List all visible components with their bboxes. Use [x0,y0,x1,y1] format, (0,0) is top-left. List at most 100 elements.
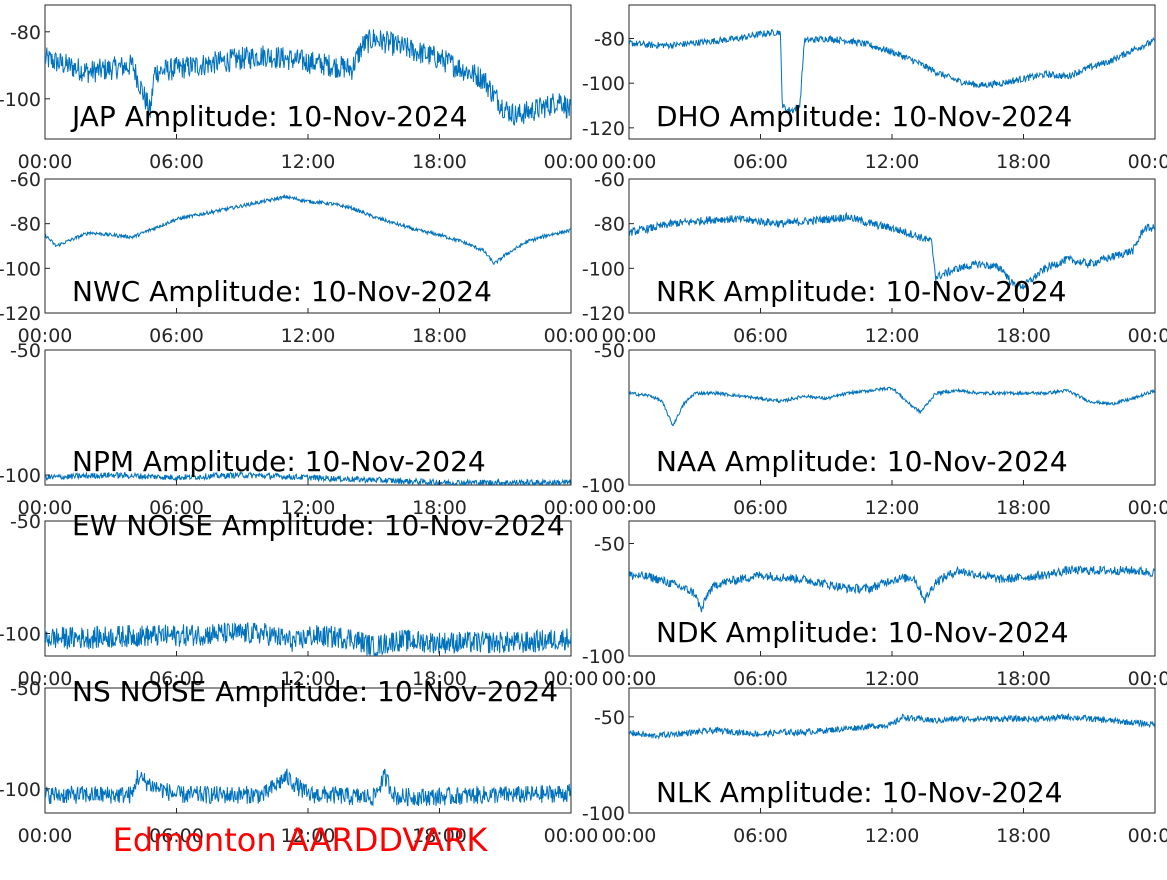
x-tick-label: 18:00 [412,668,467,690]
x-tick-label: 00:00 [544,668,599,690]
panel-title: NS NOISE Amplitude: 10-Nov-2024 [72,675,558,708]
x-tick-label: 18:00 [996,497,1051,519]
x-tick-label: 12:00 [865,151,920,173]
x-tick-label: 00:00 [602,325,657,347]
x-tick-label: 06:00 [733,825,788,847]
x-tick-label: 12:00 [281,668,336,690]
y-tick-label: -60 [594,169,625,191]
y-tick-label: -50 [594,707,625,729]
panel-title: NDK Amplitude: 10-Nov-2024 [656,616,1069,649]
y-tick-label: -100 [0,465,41,487]
x-tick-label: 12:00 [281,325,336,347]
panel-title: NAA Amplitude: 10-Nov-2024 [656,445,1068,478]
y-tick-label: -100 [0,624,41,646]
x-tick-label: 00:00 [602,497,657,519]
y-tick-label: -50 [594,340,625,362]
x-tick-label: 00:00 [1128,497,1167,519]
axes-box [628,178,1156,314]
axes-box [628,520,1156,657]
x-tick-label: 00:00 [18,497,73,519]
series-line [629,386,1155,427]
y-tick-label: -80 [594,29,625,51]
x-tick-label: 00:00 [544,497,599,519]
x-tick-label: 06:00 [149,825,204,847]
x-tick-label: 00:00 [1128,825,1167,847]
series-line [45,193,571,266]
panel-0: -80 -100 00:00 06:00 12:00 18:00 00:00 JAP Ampl… [0,4,598,173]
x-tick-label: 12:00 [865,497,920,519]
x-tick-label: 06:00 [733,497,788,519]
x-tick-label: 12:00 [281,151,336,173]
axes-box [44,178,572,314]
panel-title: EW NOISE Amplitude: 10-Nov-2024 [72,509,565,542]
panel-1: -80 -100 -120 00:00 06:00 12:00 18:00 00:00 DHO … [582,4,1167,173]
series-line [45,768,571,807]
x-tick-label: 06:00 [149,325,204,347]
y-tick-label: -100 [0,89,41,111]
x-tick-label: 06:00 [149,497,204,519]
y-tick-label: -80 [10,214,41,236]
x-tick-label: 18:00 [996,325,1051,347]
series-line [629,211,1155,290]
y-tick-label: -50 [594,534,625,556]
x-tick-label: 00:00 [544,825,599,847]
y-tick-label: -50 [10,678,41,700]
x-tick-label: 06:00 [733,668,788,690]
axes-box [44,4,572,140]
y-tick-label: -80 [594,214,625,236]
y-tick-label: -100 [0,779,41,801]
y-tick-label: -120 [582,118,625,140]
x-tick-label: 00:00 [544,325,599,347]
x-tick-label: 12:00 [281,497,336,519]
y-tick-label: -60 [10,169,41,191]
panel-4: -50 -100 00:00 06:00 12:00 18:00 00:00 NPM Ampl… [0,340,598,519]
x-tick-label: 00:00 [602,151,657,173]
series-line [629,564,1155,613]
series-line [629,29,1155,114]
axes-box [628,349,1156,486]
x-tick-label: 12:00 [865,825,920,847]
y-tick-label: -100 [582,803,625,825]
y-tick-label: -120 [582,303,625,325]
axes-box [44,349,572,486]
x-tick-label: 12:00 [281,825,336,847]
x-tick-label: 12:00 [865,668,920,690]
y-tick-label: -80 [10,22,41,44]
y-tick-label: -100 [582,646,625,668]
x-tick-label: 00:00 [18,325,73,347]
x-tick-label: 06:00 [149,668,204,690]
axes-box [628,4,1156,140]
x-tick-label: 00:00 [602,668,657,690]
y-tick-label: -100 [582,73,625,95]
y-tick-label: -120 [0,303,41,325]
x-tick-label: 18:00 [996,151,1051,173]
x-tick-label: 12:00 [865,325,920,347]
panel-3: -60-80-100-12000:0006:0012:0018:0000:00N… [582,169,1167,347]
panel-8: -50 -100 00:00 06:00 12:00 18:00 00:00 NS NOISE… [0,675,598,847]
series-line [45,29,571,126]
x-tick-label: 18:00 [412,151,467,173]
y-tick-label: -100 [582,258,625,280]
x-tick-label: 00:00 [1128,151,1167,173]
x-tick-label: 18:00 [996,668,1051,690]
y-tick-label: -50 [10,511,41,533]
panel-title: NPM Amplitude: 10-Nov-2024 [72,445,486,478]
x-tick-label: 18:00 [412,825,467,847]
x-tick-label: 06:00 [733,151,788,173]
x-tick-label: 00:00 [602,825,657,847]
x-tick-label: 00:00 [18,151,73,173]
x-tick-label: 00:00 [18,668,73,690]
panel-title: NLK Amplitude: 10-Nov-2024 [656,776,1063,809]
x-tick-label: 00:00 [18,825,73,847]
y-tick-label: -100 [582,475,625,497]
y-tick-label: -50 [10,340,41,362]
figure-footer: Edmonton AARDDVARK [112,821,488,859]
panel-title: NWC Amplitude: 10-Nov-2024 [72,275,492,308]
x-tick-label: 18:00 [412,325,467,347]
x-tick-label: 18:00 [412,497,467,519]
